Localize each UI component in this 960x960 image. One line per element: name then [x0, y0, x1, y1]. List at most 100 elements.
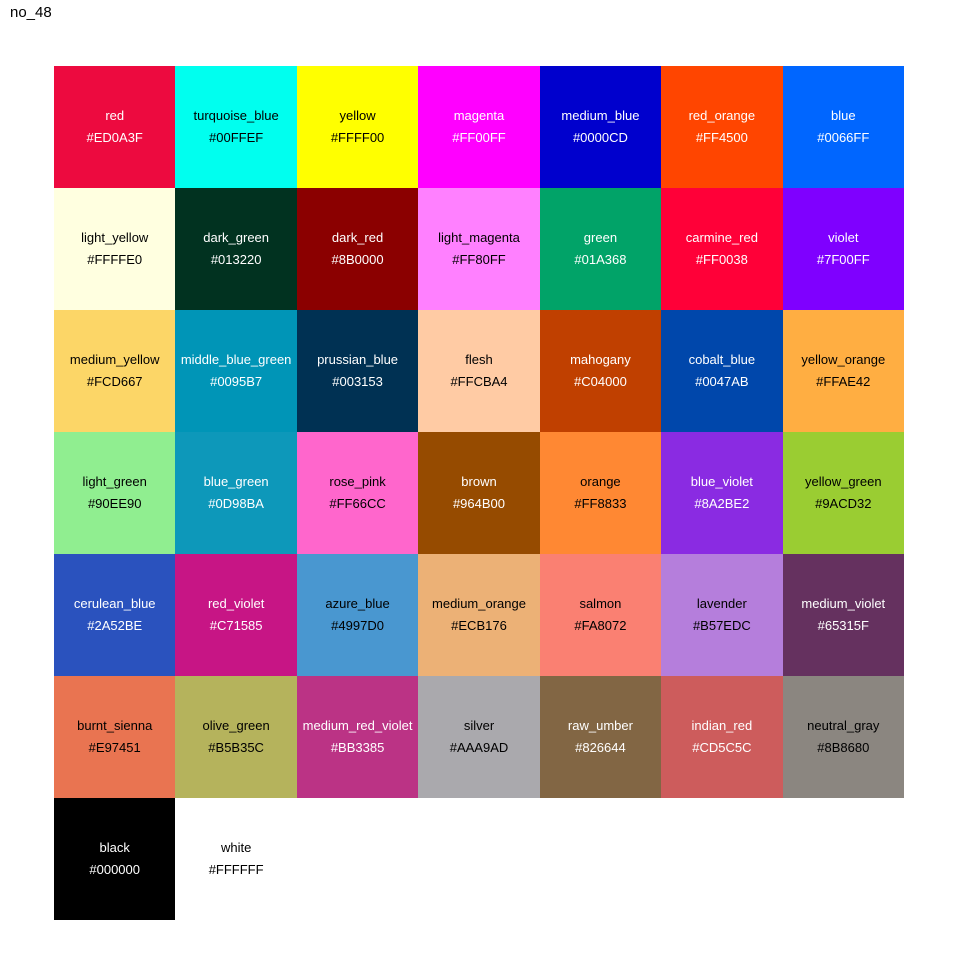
color-swatch-raw_umber: raw_umber #826644 [539, 676, 662, 798]
color-swatch-dark_red: dark_red #8B0000 [296, 188, 419, 310]
color-name: blue_violet [690, 474, 753, 489]
color-name: medium_blue [561, 108, 640, 123]
color-hex: #B5B35C [208, 740, 264, 755]
color-hex: #CD5C5C [692, 740, 752, 755]
color-swatch-magenta: magenta #FF00FF [418, 66, 540, 188]
color-name: azure_blue [325, 596, 390, 611]
color-hex: #FF66CC [329, 496, 386, 511]
color-swatch-azure_blue: azure_blue #4997D0 [296, 554, 419, 676]
color-hex: #00FFEF [209, 130, 264, 145]
color-swatch-red_violet: red_violet #C71585 [175, 554, 297, 676]
color-swatch-blue_green: blue_green #0D98BA [175, 432, 297, 554]
color-name: silver [463, 718, 495, 733]
color-hex: #AAA9AD [449, 740, 509, 755]
color-name: black [99, 840, 130, 855]
color-name: brown [461, 474, 497, 489]
color-name: raw_umber [567, 718, 633, 733]
color-name: turquoise_blue [193, 108, 279, 123]
color-swatch-prussian_blue: prussian_blue #003153 [296, 310, 419, 432]
color-hex: #9ACD32 [815, 496, 872, 511]
color-hex: #7F00FF [816, 252, 870, 267]
color-swatch-cerulean_blue: cerulean_blue #2A52BE [54, 554, 176, 676]
color-grid: red #ED0A3F turquoise_blue #00FFEF yellow #FF… [54, 66, 904, 920]
color-hex: #FA8072 [574, 618, 627, 633]
color-hex: #0000CD [572, 130, 628, 145]
color-hex: #003153 [332, 374, 383, 389]
color-hex: #FF80FF [452, 252, 506, 267]
color-hex: #4997D0 [331, 618, 384, 633]
color-swatch-medium_blue: medium_blue #0000CD [539, 66, 662, 188]
color-name: mahogany [570, 352, 631, 367]
color-name: olive_green [202, 718, 270, 733]
color-hex: #90EE90 [87, 496, 142, 511]
color-name: red_violet [207, 596, 265, 611]
color-swatch-neutral_gray: neutral_gray #8B8680 [782, 676, 904, 798]
color-name: red_orange [688, 108, 756, 123]
color-swatch-red: red #ED0A3F [54, 66, 176, 188]
color-hex: #0047AB [695, 374, 749, 389]
color-swatch-violet: violet #7F00FF [782, 188, 904, 310]
color-hex: #FFFF00 [330, 130, 385, 145]
color-name: cerulean_blue [73, 596, 156, 611]
color-swatch-dark_green: dark_green #013220 [175, 188, 297, 310]
color-name: light_magenta [438, 230, 520, 245]
color-hex: #FF00FF [452, 130, 506, 145]
color-swatch-blue: blue #0066FF [782, 66, 904, 188]
color-hex: #0095B7 [210, 374, 263, 389]
color-swatch-silver: silver #AAA9AD [418, 676, 540, 798]
color-swatch-orange: orange #FF8833 [539, 432, 662, 554]
color-name: light_yellow [81, 230, 149, 245]
color-swatch-light_green: light_green #90EE90 [54, 432, 176, 554]
color-name: salmon [579, 596, 622, 611]
color-swatch-green: green #01A368 [539, 188, 662, 310]
color-hex: #FFFFFF [208, 862, 264, 877]
color-hex: #BB3385 [330, 740, 385, 755]
color-swatch-medium_red_violet: medium_red_violet #BB3385 [296, 676, 419, 798]
color-swatch-yellow_orange: yellow_orange #FFAE42 [782, 310, 904, 432]
color-hex: #ECB176 [451, 618, 507, 633]
color-name: red [105, 108, 125, 123]
color-hex: #FFFFE0 [87, 252, 143, 267]
color-name: green [583, 230, 618, 245]
color-name: medium_orange [432, 596, 526, 611]
color-swatch-middle_blue_green: middle_blue_green #0095B7 [175, 310, 297, 432]
color-name: lavender [696, 596, 747, 611]
color-name: neutral_gray [807, 718, 880, 733]
color-swatch-red_orange: red_orange #FF4500 [661, 66, 783, 188]
color-name: burnt_sienna [77, 718, 153, 733]
color-hex: #0D98BA [208, 496, 264, 511]
figure-title: no_48 [10, 4, 52, 21]
color-swatch-medium_violet: medium_violet #65315F [782, 554, 904, 676]
color-swatch-medium_yellow: medium_yellow #FCD667 [54, 310, 176, 432]
color-hex: #0066FF [817, 130, 870, 145]
color-hex: #013220 [210, 252, 262, 267]
color-hex: #65315F [817, 618, 869, 633]
color-name: flesh [465, 352, 493, 367]
color-swatch-flesh: flesh #FFCBA4 [418, 310, 540, 432]
color-hex: #B57EDC [692, 618, 751, 633]
color-name: white [220, 840, 252, 855]
color-swatch-lavender: lavender #B57EDC [661, 554, 783, 676]
color-swatch-mahogany: mahogany #C04000 [539, 310, 662, 432]
color-swatch-brown: brown #964B00 [418, 432, 540, 554]
color-name: dark_green [203, 230, 270, 245]
color-hex: #ED0A3F [86, 130, 143, 145]
color-name: yellow_green [804, 474, 882, 489]
color-name: middle_blue_green [180, 352, 292, 367]
color-name: blue [830, 108, 856, 123]
color-swatch-indian_red: indian_red #CD5C5C [661, 676, 783, 798]
color-hex: #E97451 [88, 740, 141, 755]
color-hex: #8B8680 [817, 740, 870, 755]
color-hex: #FF4500 [695, 130, 748, 145]
color-swatch-carmine_red: carmine_red #FF0038 [661, 188, 783, 310]
color-hex: #FF0038 [695, 252, 748, 267]
color-swatch-yellow_green: yellow_green #9ACD32 [782, 432, 904, 554]
color-name: blue_green [203, 474, 269, 489]
color-swatch-olive_green: olive_green #B5B35C [175, 676, 297, 798]
color-hex: #8B0000 [331, 252, 384, 267]
color-hex: #FCD667 [86, 374, 143, 389]
color-name: dark_red [331, 230, 384, 245]
color-hex: #964B00 [452, 496, 506, 511]
color-name: magenta [453, 108, 505, 123]
color-name: medium_yellow [69, 352, 160, 367]
